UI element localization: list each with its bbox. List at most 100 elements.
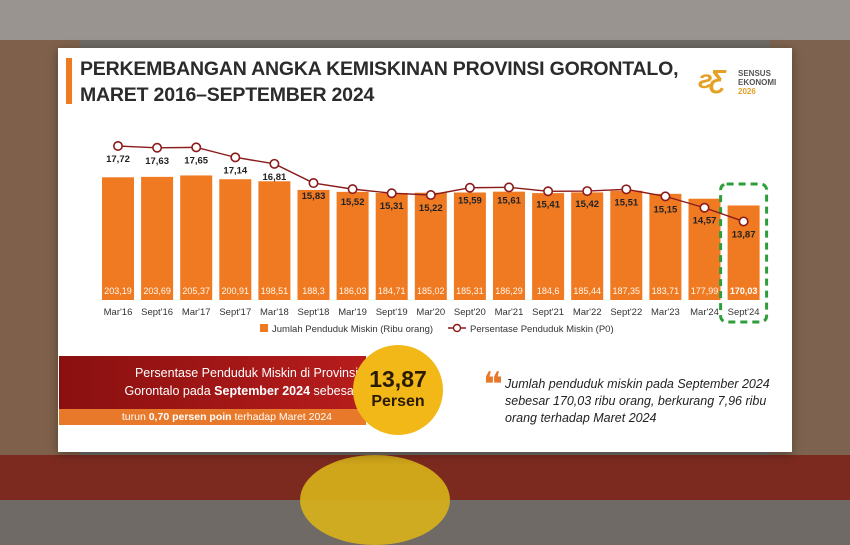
logo-line-3: 2026 [738, 87, 756, 96]
logo-line-2: EKONOMI [738, 78, 777, 87]
category-label-16: Sept'24 [728, 307, 760, 318]
percent-point-12 [582, 186, 593, 197]
category-label-10: Mar'21 [495, 307, 524, 318]
percent-label-0: 17,72 [106, 154, 130, 165]
category-label-0: Mar'16 [104, 307, 133, 318]
category-label-1: Sept'16 [141, 307, 173, 318]
summary-text: Persentase Penduduk Miskin di Provinsi G… [68, 364, 359, 400]
percent-point-10 [503, 182, 514, 193]
percent-label-4: 16,81 [263, 172, 287, 183]
highlight-box [719, 182, 769, 324]
title-line-2: MARET 2016–SEPTEMBER 2024 [80, 84, 375, 106]
bar-value-label-10: 186,29 [495, 286, 523, 296]
bar-14 [649, 193, 682, 300]
logo-mark-icon: ƨƸ [698, 64, 725, 94]
category-label-6: Mar'19 [338, 307, 367, 318]
bar-3 [219, 179, 252, 300]
bar-1 [141, 176, 174, 300]
quote-text: Jumlah penduduk miskin pada September 20… [505, 377, 770, 425]
category-label-2: Mar'17 [182, 307, 211, 318]
percent-point-0 [112, 141, 123, 152]
sensus-ekonomi-logo: ƨƸ SENSUS EKONOMI 2026 [698, 64, 784, 98]
percent-point-9 [464, 182, 475, 193]
summary-line-2-bold: September 2024 [214, 384, 311, 398]
percent-point-16 [738, 216, 749, 227]
category-label-3: Sept'17 [219, 307, 251, 318]
percent-label-15: 14,57 [693, 216, 717, 227]
strip-suffix: terhadap Maret 2024 [231, 411, 333, 423]
page-title: PERKEMBANGAN ANGKA KEMISKINAN PROVINSI G… [80, 56, 680, 108]
legend-bar-swatch [260, 324, 268, 332]
percent-label-12: 15,42 [575, 199, 599, 210]
bar-4 [258, 181, 291, 300]
category-label-7: Sept'19 [376, 307, 408, 318]
percent-label-7: 15,31 [380, 201, 404, 212]
bar-15 [688, 198, 721, 300]
percent-point-1 [152, 142, 163, 153]
category-label-4: Mar'18 [260, 307, 289, 318]
bar-value-label-7: 184,71 [378, 286, 406, 296]
percent-label-2: 17,65 [184, 155, 208, 166]
percent-label-8: 15,22 [419, 203, 443, 214]
percent-label-10: 15,61 [497, 195, 521, 206]
summary-line-2-prefix: Gorontalo pada [124, 384, 215, 398]
bar-7 [375, 192, 408, 300]
bar-value-label-14: 183,71 [652, 286, 680, 296]
percent-label-14: 15,15 [654, 204, 678, 215]
percent-label-3: 17,14 [223, 165, 247, 176]
infographic-card: PERKEMBANGAN ANGKA KEMISKINAN PROVINSI G… [58, 48, 792, 452]
title-line-1: PERKEMBANGAN ANGKA KEMISKINAN PROVINSI G… [80, 58, 679, 80]
strip-bold: 0,70 persen poin [148, 411, 232, 423]
bar-9 [453, 192, 486, 300]
bar-value-label-3: 200,91 [222, 286, 250, 296]
title-accent-bar [66, 58, 72, 104]
percent-point-5 [308, 178, 319, 189]
bar-value-label-13: 187,35 [613, 286, 641, 296]
percent-label-11: 15,41 [536, 199, 560, 210]
percent-point-2 [191, 142, 202, 153]
legend-line-marker [452, 323, 462, 333]
quote-icon: ❝ [483, 366, 503, 404]
percent-point-13 [621, 184, 632, 195]
bar-value-label-4: 198,51 [261, 286, 289, 296]
category-label-12: Mar'22 [573, 307, 602, 318]
summary-line-1: Persentase Penduduk Miskin di Provinsi [134, 366, 358, 380]
bar-13 [610, 190, 643, 300]
percent-point-7 [386, 188, 397, 199]
percent-label-6: 15,52 [341, 197, 365, 208]
category-label-8: Mar'20 [416, 307, 445, 318]
bubble-value: 13,87 [369, 366, 427, 392]
percent-label-5: 15,83 [302, 191, 326, 202]
category-label-15: Mar'24 [690, 307, 719, 318]
percent-point-14 [660, 191, 671, 202]
bar-10 [493, 191, 525, 300]
bar-value-label-16: 170,03 [730, 286, 758, 296]
bar-value-label-1: 203,69 [143, 286, 171, 296]
percent-label-1: 17,63 [145, 156, 169, 167]
category-label-9: Sept'20 [454, 307, 486, 318]
category-label-11: Sept'21 [532, 307, 564, 318]
poverty-chart: 203,19 Mar'16 203,69 Sept'16 205,37 Mar'17 200… [102, 141, 769, 335]
percent-label-13: 15,51 [614, 197, 638, 208]
bubble-unit: Persen [371, 393, 425, 410]
bar-value-label-5: 188,3 [302, 286, 325, 296]
change-strip: turun 0,70 persen poin terhadap Maret 20… [59, 409, 366, 425]
bar-0 [102, 177, 134, 300]
percent-point-3 [230, 152, 241, 163]
percent-point-4 [269, 158, 280, 169]
bar-value-label-6: 186,03 [339, 286, 367, 296]
category-label-13: Sept'22 [610, 307, 642, 318]
percent-label-9: 15,59 [458, 196, 482, 207]
logo-text: SENSUS EKONOMI 2026 [738, 69, 776, 96]
summary-line-2: Gorontalo pada September 2024 sebesar [68, 382, 359, 400]
bar-value-label-2: 205,37 [182, 286, 210, 296]
bar-value-label-11: 184,6 [537, 286, 560, 296]
legend-line-label: Persentase Penduduk Miskin (P0) [470, 324, 614, 335]
bar-6 [336, 191, 369, 300]
category-label-14: Mar'23 [651, 307, 680, 318]
bar-5 [297, 189, 330, 300]
bar-value-label-15: 177,99 [691, 286, 719, 296]
strip-prefix: turun [121, 411, 149, 423]
logo-line-1: SENSUS [738, 69, 771, 78]
bar-8 [414, 192, 447, 300]
